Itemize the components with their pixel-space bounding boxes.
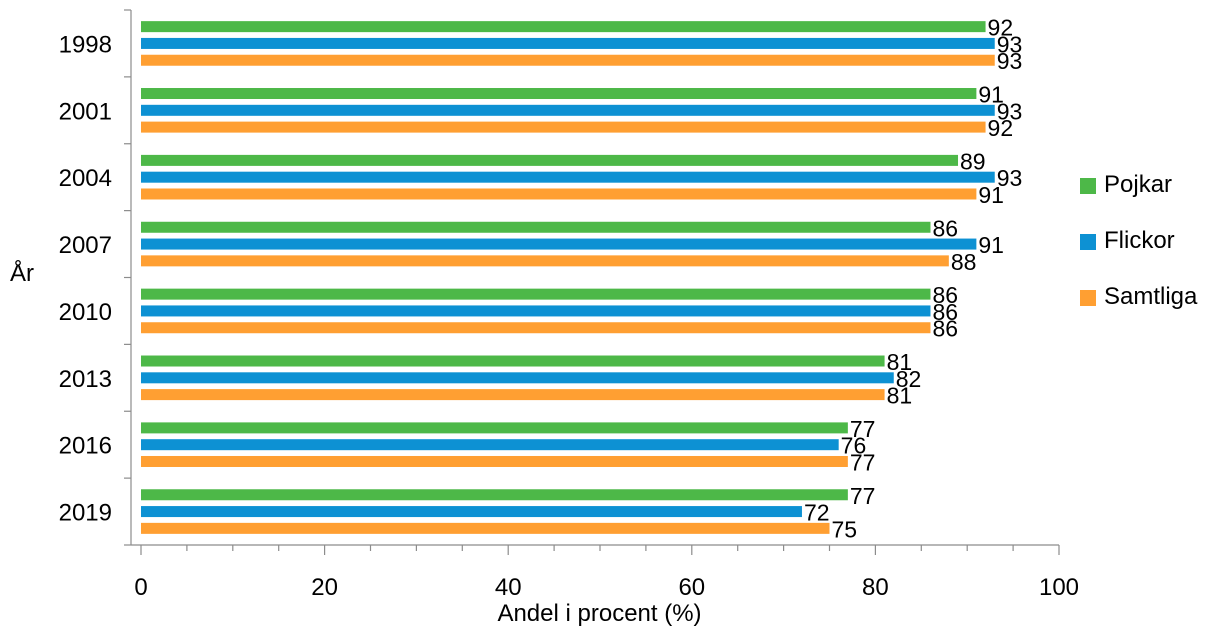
- bar-pojkar: [141, 355, 885, 367]
- legend-label-samtliga: Samtliga: [1104, 283, 1198, 310]
- bar-samtliga: [141, 255, 949, 267]
- data-label: 93: [997, 31, 1023, 57]
- data-label: 75: [832, 516, 858, 542]
- x-tick-label: 0: [134, 574, 147, 601]
- data-label: 86: [932, 316, 958, 342]
- bar-samtliga: [141, 121, 986, 133]
- legend-label-pojkar: Pojkar: [1104, 171, 1173, 198]
- data-label: 93: [997, 48, 1023, 74]
- data-label: 91: [978, 232, 1004, 258]
- data-label: 86: [932, 282, 958, 308]
- y-tick-label: 2016: [59, 433, 112, 460]
- data-label: 89: [960, 148, 986, 174]
- bar-flickor: [141, 171, 995, 183]
- bar-flickor: [141, 37, 995, 49]
- bar-flickor: [141, 372, 894, 384]
- y-tick-label: 1998: [59, 31, 112, 58]
- data-label: 93: [997, 165, 1023, 191]
- data-label: 86: [932, 299, 958, 325]
- bar-samtliga: [141, 389, 885, 401]
- bar-pojkar: [141, 422, 848, 434]
- bar-samtliga: [141, 188, 977, 200]
- data-label: 93: [997, 98, 1023, 124]
- data-label: 77: [850, 449, 876, 475]
- y-axis-title: År: [10, 260, 34, 287]
- bar-samtliga: [141, 455, 848, 467]
- y-tick-label: 2004: [59, 165, 112, 192]
- y-tick-label: 2019: [59, 500, 112, 527]
- data-label: 82: [896, 366, 922, 392]
- y-tick-label: 2001: [59, 98, 112, 125]
- legend-label-flickor: Flickor: [1104, 227, 1175, 254]
- data-label: 77: [850, 483, 876, 509]
- bar-flickor: [141, 305, 931, 317]
- data-label: 81: [887, 383, 913, 409]
- legend-swatch-pojkar: [1080, 178, 1096, 194]
- data-label: 81: [887, 349, 913, 375]
- bar-samtliga: [141, 54, 995, 66]
- data-label: 77: [850, 416, 876, 442]
- x-tick-label: 100: [1039, 574, 1079, 601]
- bar-samtliga: [141, 522, 830, 534]
- bar-pojkar: [141, 221, 931, 233]
- bar-flickor: [141, 104, 995, 116]
- data-label: 92: [988, 115, 1014, 141]
- data-label: 76: [841, 433, 867, 459]
- x-axis-title: Andel i procent (%): [497, 600, 702, 627]
- bar-flickor: [141, 238, 977, 250]
- data-label: 92: [988, 15, 1014, 41]
- y-tick-label: 2007: [59, 232, 112, 259]
- x-tick-label: 60: [678, 574, 705, 601]
- x-axis-title-wrap: Andel i procent (%): [0, 600, 1219, 628]
- x-tick-label: 20: [311, 574, 338, 601]
- x-tick-label: 80: [862, 574, 889, 601]
- data-label: 91: [978, 82, 1004, 108]
- data-label: 88: [951, 249, 977, 275]
- bar-pojkar: [141, 154, 959, 166]
- data-label: 86: [932, 215, 958, 241]
- bar-flickor: [141, 439, 839, 451]
- y-tick-label: 2013: [59, 366, 112, 393]
- legend-swatch-flickor: [1080, 234, 1096, 250]
- bar-pojkar: [141, 489, 848, 501]
- data-label: 91: [978, 182, 1004, 208]
- data-label: 72: [804, 500, 830, 526]
- bar-pojkar: [141, 88, 977, 100]
- bar-flickor: [141, 506, 802, 518]
- y-tick-label: 2010: [59, 299, 112, 326]
- bar-samtliga: [141, 322, 931, 334]
- bar-pojkar: [141, 21, 986, 33]
- legend-swatch-samtliga: [1080, 290, 1096, 306]
- x-tick-label: 40: [495, 574, 522, 601]
- bar-pojkar: [141, 288, 931, 300]
